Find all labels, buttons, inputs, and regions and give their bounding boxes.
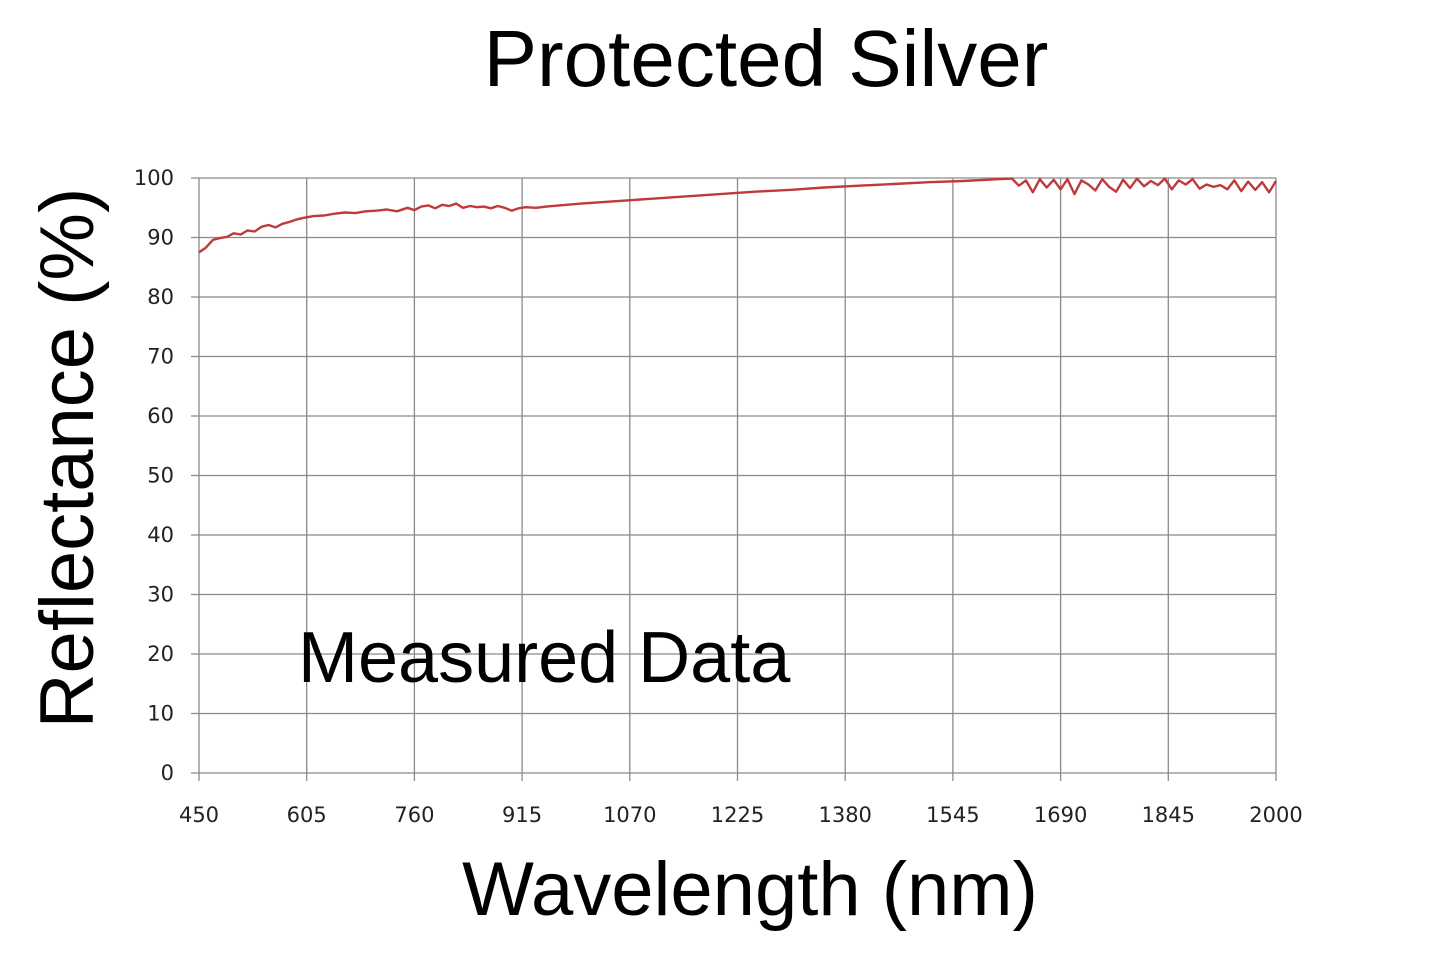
x-tick-label: 1690 — [1034, 803, 1087, 827]
chart-title: Protected Silver — [484, 14, 1049, 103]
y-tick-label: 10 — [147, 702, 174, 726]
x-tick-label: 915 — [502, 803, 542, 827]
x-tick-label: 760 — [394, 803, 434, 827]
x-tick-label: 605 — [287, 803, 327, 827]
y-tick-label: 0 — [161, 761, 174, 785]
x-tick-label: 1225 — [711, 803, 764, 827]
y-tick-label: 90 — [147, 226, 174, 250]
x-tick-label: 1070 — [603, 803, 656, 827]
y-tick-label: 50 — [147, 464, 174, 488]
x-tick-label: 450 — [179, 803, 219, 827]
x-tick-label: 1380 — [818, 803, 871, 827]
x-tick-label: 1545 — [926, 803, 979, 827]
y-axis-title: Reflectance (%) — [25, 188, 110, 729]
y-tick-label: 100 — [134, 166, 174, 190]
y-tick-label: 80 — [147, 285, 174, 309]
x-axis-title: Wavelength (nm) — [462, 847, 1038, 932]
x-tick-label: 1845 — [1142, 803, 1195, 827]
y-tick-label: 20 — [147, 642, 174, 666]
y-tick-label: 30 — [147, 583, 174, 607]
measured-data-annotation: Measured Data — [298, 618, 791, 698]
x-tick-label: 2000 — [1249, 803, 1302, 827]
grid-lines — [191, 177, 1277, 781]
y-tick-label: 70 — [147, 345, 174, 369]
tick-labels: 450 605 760 915 1070 1225 1380 1545 1690 1845 2000… — [134, 166, 1303, 827]
y-tick-label: 60 — [147, 404, 174, 428]
y-tick-label: 40 — [147, 523, 174, 547]
reflectance-series-line — [198, 177, 1278, 254]
